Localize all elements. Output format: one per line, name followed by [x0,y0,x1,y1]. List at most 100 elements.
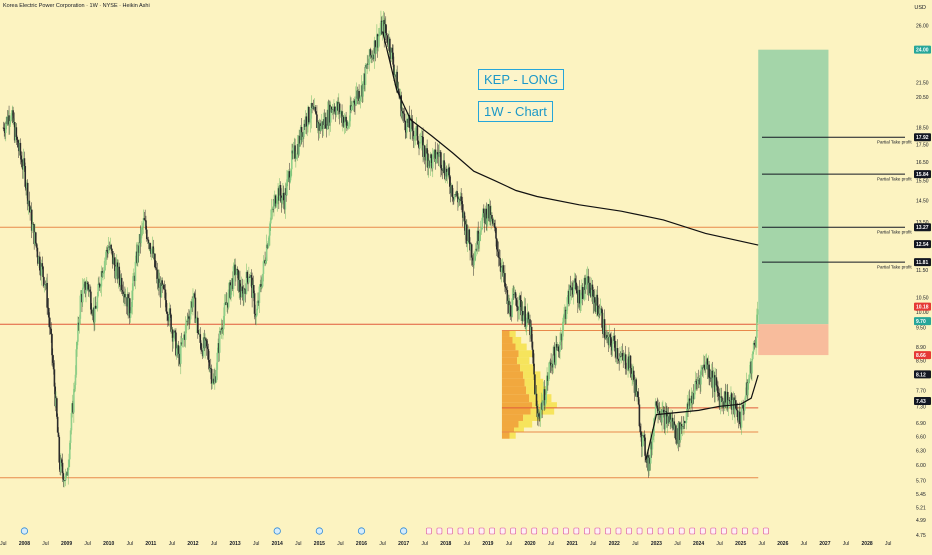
earnings-marker-icon[interactable] [457,527,464,535]
earnings-marker-icon[interactable] [436,527,443,535]
earnings-marker-icon[interactable] [626,527,632,535]
candle-body [626,368,629,370]
candle-body [136,251,138,263]
y-tick-label: 7.30 [916,404,926,410]
candle-body [552,346,555,368]
earnings-marker-icon[interactable] [657,527,664,535]
candle-body [240,286,243,297]
earnings-marker-icon[interactable] [636,527,643,535]
candle-body [728,399,731,401]
earnings-marker-icon[interactable] [447,527,453,535]
candle-body [171,329,173,332]
candle-body [476,230,479,251]
earnings-marker-icon[interactable] [668,527,674,535]
earnings-marker-icon[interactable] [478,527,485,535]
event-marker-icon[interactable] [357,527,366,535]
event-marker-icon[interactable] [400,527,408,535]
event-marker-icon[interactable] [20,527,29,535]
earnings-marker-icon[interactable] [752,527,759,535]
candle-body [172,337,175,342]
candle-body [137,245,140,253]
earnings-marker-icon[interactable] [584,527,590,535]
annotation-kep-long[interactable]: KEP - LONG [478,69,565,90]
earnings-marker-icon[interactable] [563,527,569,535]
earnings-marker-icon[interactable] [710,527,717,535]
annotation-1w-chart[interactable]: 1W - Chart [478,101,553,122]
volume-profile-bar-secondary [509,431,516,439]
earnings-marker-icon[interactable] [489,527,495,535]
candle-body [418,144,420,149]
candle-body [482,208,484,218]
earnings-marker-icon[interactable] [499,527,506,535]
stop-zone[interactable] [758,324,829,356]
candle-body [214,376,216,384]
candle-body [273,195,276,201]
candle-body [589,282,591,294]
candle-body [114,265,116,279]
candle-body [90,291,92,310]
candle-body [150,249,152,254]
y-tick-label: 8.90 [916,345,926,351]
candle-body [572,290,574,295]
earnings-marker-icon[interactable] [510,527,516,535]
earnings-marker-icon[interactable] [520,527,527,535]
candle-body [439,152,441,153]
short-average-line[interactable] [645,374,759,461]
event-marker-icon[interactable] [315,527,323,535]
target-zone[interactable] [758,49,829,325]
candle-body [408,114,411,128]
earnings-marker-icon[interactable] [468,527,474,535]
earnings-marker-icon[interactable] [573,527,580,535]
x-tick-label: Jul [801,541,807,547]
candle-body [196,317,198,319]
volume-profile-bar-secondary [509,330,516,337]
earnings-marker-icon[interactable] [426,527,432,535]
candle-body [10,113,13,120]
currency-label[interactable]: USD [914,5,926,11]
earnings-marker-icon[interactable] [605,527,611,535]
candle-body [690,395,693,401]
candle-body [222,329,224,331]
candle-body [679,424,682,441]
volume-profile-bar [501,427,515,432]
earnings-marker-icon[interactable] [731,527,738,535]
candle-body [477,230,479,245]
earnings-marker-icon[interactable] [615,527,622,535]
earnings-marker-icon[interactable] [531,527,538,535]
candle-body [548,362,551,373]
event-marker-icon[interactable] [273,527,281,535]
candle-body [451,185,454,197]
candle-body [513,293,515,295]
earnings-marker-icon[interactable] [678,527,685,535]
candle-body [308,122,311,123]
candle-body [502,265,505,277]
candle-body [612,335,615,344]
candle-body [726,391,728,403]
y-tick-label: 15.50 [916,179,929,185]
earnings-marker-icon[interactable] [699,527,706,535]
earnings-marker-icon[interactable] [721,527,727,535]
candle-body [274,195,277,207]
volume-profile-bar-secondary [520,364,535,372]
moving-average-line[interactable] [382,31,759,246]
candle-body [453,194,456,200]
earnings-marker-icon[interactable] [647,527,653,535]
candle-body [355,90,358,97]
earnings-marker-icon[interactable] [742,527,748,535]
y-tick-label: 4.75 [916,533,926,539]
earnings-marker-icon[interactable] [763,527,769,535]
price-label-box-1 [914,133,931,142]
candle-body [537,413,539,418]
price-label-box-3 [914,223,931,232]
candle-body [103,270,105,273]
candle-body [316,114,318,128]
earnings-marker-icon[interactable] [689,527,696,535]
candle-body [173,330,176,338]
candle-body [505,288,508,291]
earnings-marker-icon[interactable] [594,527,601,535]
earnings-marker-icon[interactable] [552,527,559,535]
candle-body [228,282,231,290]
earnings-marker-icon[interactable] [541,527,548,535]
